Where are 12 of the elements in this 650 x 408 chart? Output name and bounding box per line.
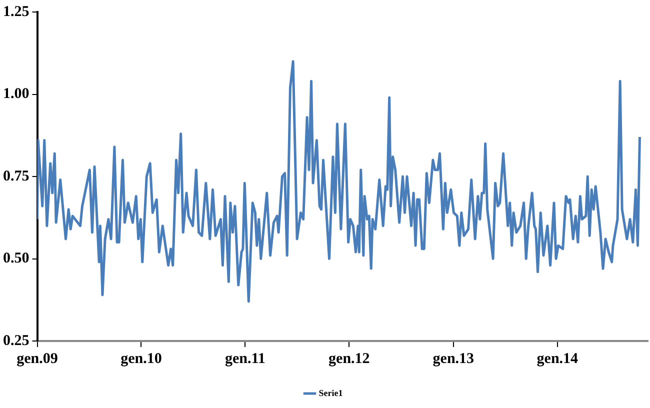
x-tick-label: gen.11	[224, 350, 266, 367]
y-tick-label: 0.25	[3, 332, 30, 349]
y-tick-label: 1.25	[3, 4, 30, 20]
x-tick-label: gen.10	[120, 350, 162, 367]
y-tick-label: 1.00	[3, 86, 30, 102]
y-tick-label: 0.50	[3, 250, 30, 267]
legend-label: Serie1	[318, 388, 344, 398]
x-tick-label: gen.09	[16, 350, 58, 367]
x-tick-label: gen.13	[432, 350, 474, 367]
x-tick-label: gen.12	[328, 350, 370, 367]
y-tick-label: 0.75	[3, 168, 30, 184]
x-tick-label: gen.14	[536, 350, 579, 367]
